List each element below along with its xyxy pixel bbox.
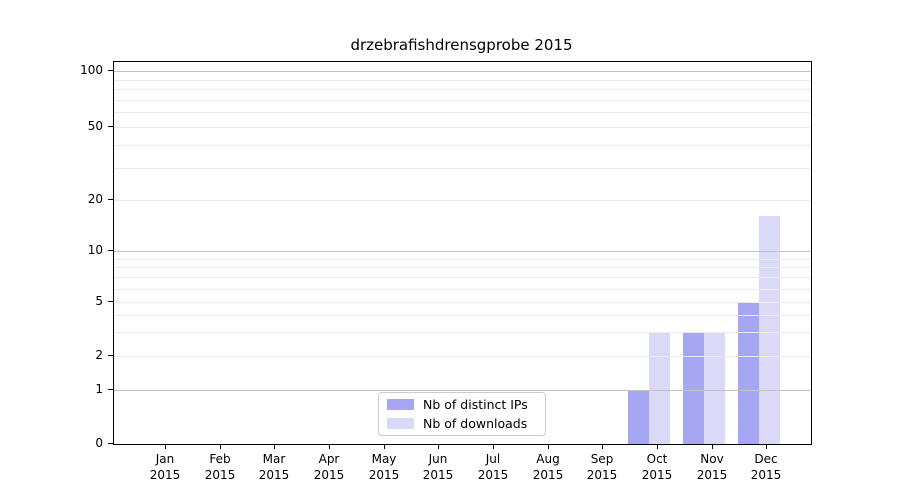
y-tick-mark-5 [108,301,114,302]
chart-title: drzebrafishdrensgprobe 2015 [350,36,573,54]
x-tick-mark-dec [766,444,767,449]
gridline-y-1 [114,390,811,391]
y-tick-label-2: 2 [95,348,103,362]
x-tick-mark-mar [274,444,275,449]
legend-label-downloads: Nb of downloads [423,416,528,431]
gridline-y-40 [114,145,811,146]
x-tick-label-dec: Dec 2015 [734,451,798,483]
gridline-y-50 [114,127,811,128]
x-tick-mark-apr [329,444,330,449]
x-tick-year: 2015 [204,468,236,482]
x-tick-month: Oct [646,452,668,466]
x-tick-month: Jan [155,452,175,466]
y-tick-mark-1 [108,389,114,390]
x-tick-month: Nov [700,452,724,466]
legend-item-downloads: Nb of downloads [387,416,537,431]
x-tick-year: 2015 [313,468,345,482]
bar-downloads-oct [649,332,670,444]
legend-swatch-distinct-ips [387,399,414,410]
x-tick-year: 2015 [477,468,509,482]
x-tick-year: 2015 [696,468,728,482]
gridline-y-30 [114,168,811,169]
gridline-y-70 [114,100,811,101]
y-tick-label-50: 50 [87,119,103,133]
x-tick-label-aug: Aug 2015 [516,451,580,483]
x-tick-mark-sep [602,444,603,449]
x-tick-mark-jun [438,444,439,449]
x-tick-mark-jan [165,444,166,449]
x-tick-month: Feb [209,452,231,466]
x-tick-mark-may [384,444,385,449]
x-tick-label-nov: Nov 2015 [680,451,744,483]
gridline-y-90 [114,80,811,81]
x-tick-label-mar: Mar 2015 [242,451,306,483]
gridline-y-5 [114,302,811,303]
bar-distinct-ips-oct [628,390,649,444]
y-tick-mark-50 [108,126,114,127]
bar-distinct-ips-nov [683,332,704,444]
y-tick-label-1: 1 [95,382,103,396]
x-tick-mark-feb [220,444,221,449]
x-tick-mark-jul [493,444,494,449]
x-tick-label-sep: Sep 2015 [570,451,634,483]
y-tick-mark-0 [108,443,114,444]
gridline-y-4 [114,315,811,316]
legend-label-distinct-ips: Nb of distinct IPs [423,397,528,412]
x-tick-month: May [371,452,397,466]
x-tick-month: Mar [262,452,286,466]
x-tick-year: 2015 [258,468,290,482]
x-tick-label-jun: Jun 2015 [406,451,470,483]
x-tick-month: Dec [754,452,778,466]
x-tick-year: 2015 [422,468,454,482]
x-tick-label-apr: Apr 2015 [297,451,361,483]
x-tick-label-jul: Jul 2015 [461,451,525,483]
x-tick-month: Sep [590,452,614,466]
gridline-y-10 [114,251,811,252]
x-tick-mark-nov [712,444,713,449]
x-tick-year: 2015 [750,468,782,482]
gridline-y-3 [114,332,811,333]
y-tick-mark-20 [108,199,114,200]
x-tick-label-oct: Oct 2015 [625,451,689,483]
legend: Nb of distinct IPs Nb of downloads [378,392,546,436]
legend-item-distinct-ips: Nb of distinct IPs [387,397,537,412]
y-tick-mark-10 [108,250,114,251]
x-tick-mark-aug [548,444,549,449]
x-tick-month: Jul [485,452,501,466]
y-tick-label-100: 100 [80,63,103,77]
gridline-y-60 [114,112,811,113]
gridline-y-100 [114,71,811,72]
y-tick-label-5: 5 [95,294,103,308]
y-tick-label-10: 10 [87,243,103,257]
x-tick-label-may: May 2015 [352,451,416,483]
x-tick-month: Apr [318,452,340,466]
gridline-y-9 [114,259,811,260]
gridline-y-80 [114,89,811,90]
gridline-y-2 [114,356,811,357]
y-tick-label-0: 0 [95,436,103,450]
bar-distinct-ips-dec [738,302,759,444]
legend-swatch-downloads [387,418,414,429]
gridline-y-8 [114,267,811,268]
x-tick-year: 2015 [532,468,564,482]
gridline-y-6 [114,289,811,290]
x-tick-month: Jun [428,452,448,466]
x-tick-mark-oct [657,444,658,449]
gridline-y-20 [114,200,811,201]
y-tick-label-20: 20 [87,192,103,206]
x-tick-month: Aug [536,452,560,466]
x-tick-year: 2015 [586,468,618,482]
x-tick-year: 2015 [368,468,400,482]
plot-area [113,61,812,445]
x-tick-label-feb: Feb 2015 [188,451,252,483]
x-tick-label-jan: Jan 2015 [133,451,197,483]
y-tick-mark-100 [108,70,114,71]
x-tick-year: 2015 [641,468,673,482]
gridline-y-7 [114,277,811,278]
y-tick-mark-2 [108,355,114,356]
x-tick-year: 2015 [149,468,181,482]
bar-downloads-dec [759,216,780,444]
bar-downloads-nov [704,332,725,444]
